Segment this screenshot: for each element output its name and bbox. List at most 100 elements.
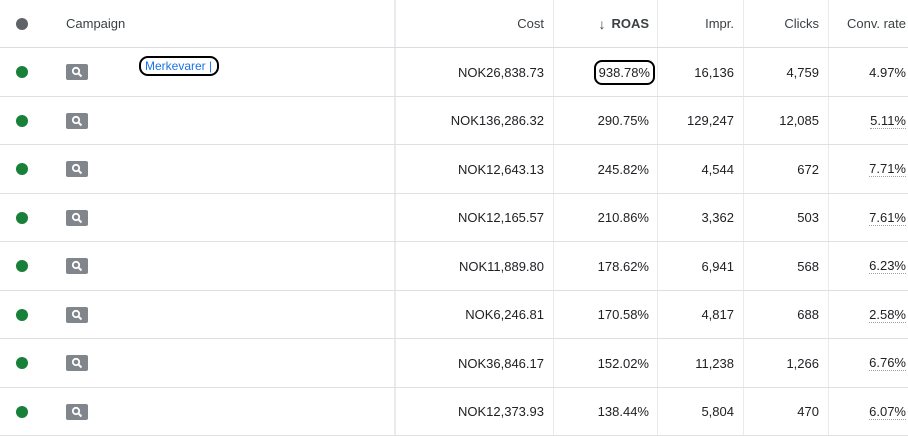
status-cell[interactable] xyxy=(0,388,43,435)
table-row[interactable]: NOK12,643.13 245.82% 4,544 672 7.71% xyxy=(0,145,908,194)
arrow-down-icon: ↓ xyxy=(598,15,606,32)
conv-rate-column-header[interactable]: Conv. rate xyxy=(846,16,906,31)
search-campaign-icon xyxy=(66,355,88,371)
enabled-status-icon[interactable] xyxy=(15,211,28,224)
campaign-cell[interactable] xyxy=(43,291,396,338)
search-campaign-icon xyxy=(66,64,88,80)
cost-cell: NOK36,846.17 xyxy=(396,339,554,387)
roas-value: 938.78% xyxy=(593,59,655,85)
conv-rate-cell: 6.07% xyxy=(829,388,908,435)
conv-rate-cell: 2.58% xyxy=(829,291,908,338)
roas-value: 290.75% xyxy=(597,113,649,128)
clicks-cell: 672 xyxy=(744,145,829,193)
roas-cell: 290.75% xyxy=(554,97,658,144)
table-row[interactable]: NOK12,373.93 138.44% 5,804 470 6.07% xyxy=(0,388,908,436)
clicks-cell: 568 xyxy=(744,242,829,290)
clicks-column-header[interactable]: Clicks xyxy=(744,0,829,47)
roas-cell: 245.82% xyxy=(554,145,658,193)
status-cell[interactable] xyxy=(0,97,43,144)
cost-cell: NOK12,643.13 xyxy=(396,145,554,193)
campaign-cell[interactable] xyxy=(43,97,396,144)
search-campaign-icon xyxy=(66,258,88,274)
table-row[interactable]: NOK6,246.81 170.58% 4,817 688 2.58% xyxy=(0,291,908,339)
enabled-status-icon[interactable] xyxy=(15,308,28,321)
enabled-status-icon[interactable] xyxy=(15,405,28,418)
impr-cell: 4,544 xyxy=(658,145,744,193)
enabled-status-icon[interactable] xyxy=(15,357,28,369)
campaign-cell[interactable] xyxy=(43,194,396,241)
conv-rate-value[interactable]: 2.58% xyxy=(869,306,906,323)
impr-cell: 5,804 xyxy=(658,388,744,435)
status-cell[interactable] xyxy=(0,291,43,338)
conv-rate-value[interactable]: 6.23% xyxy=(869,258,906,274)
table-row[interactable]: Merkevarer | NOK26,838.73 938.78% 16,136 4,7… xyxy=(0,48,908,97)
conv-rate-value[interactable]: 7.61% xyxy=(869,209,906,226)
roas-cell: 138.44% xyxy=(554,388,658,435)
roas-cell: 152.02% xyxy=(554,339,658,387)
roas-cell: 210.86% xyxy=(554,194,658,241)
roas-value: 170.58% xyxy=(597,307,649,322)
table-row[interactable]: NOK136,286.32 290.75% 129,247 12,085 5.11% xyxy=(0,97,908,145)
campaign-column-header[interactable]: Campaign xyxy=(43,0,396,47)
campaign-cell[interactable]: Merkevarer | xyxy=(43,48,396,96)
status-icon xyxy=(15,17,28,30)
enabled-status-icon[interactable] xyxy=(15,260,28,272)
enabled-status-icon[interactable] xyxy=(15,66,28,78)
roas-value: 210.86% xyxy=(597,210,649,225)
clicks-cell: 688 xyxy=(744,291,829,338)
roas-value: 152.02% xyxy=(597,355,649,371)
roas-header-label: ROAS xyxy=(611,16,649,31)
clicks-cell: 4,759 xyxy=(744,48,829,96)
cost-cell: NOK26,838.73 xyxy=(396,48,554,96)
clicks-cell: 12,085 xyxy=(744,97,829,144)
status-column-header[interactable] xyxy=(0,0,43,47)
table-row[interactable]: NOK11,889.80 178.62% 6,941 568 6.23% xyxy=(0,242,908,291)
campaign-name-link[interactable]: Merkevarer | xyxy=(139,56,220,76)
impr-cell: 3,362 xyxy=(658,194,744,241)
impr-cell: 16,136 xyxy=(658,48,744,96)
roas-column-header[interactable]: ↓ ROAS xyxy=(554,0,658,47)
table-row[interactable]: NOK12,165.57 210.86% 3,362 503 7.61% xyxy=(0,194,908,242)
cost-cell: NOK11,889.80 xyxy=(396,242,554,290)
campaign-cell[interactable] xyxy=(43,339,396,387)
status-cell[interactable] xyxy=(0,339,43,387)
conv-rate-value[interactable]: 7.71% xyxy=(869,161,906,177)
clicks-cell: 470 xyxy=(744,388,829,435)
conv-rate-value[interactable]: 6.07% xyxy=(869,403,906,420)
clicks-cell: 503 xyxy=(744,194,829,241)
conv-rate-cell: 6.23% xyxy=(829,242,908,290)
conv-rate-cell: 7.61% xyxy=(829,194,908,241)
status-cell[interactable] xyxy=(0,194,43,241)
conv-rate-value[interactable]: 6.76% xyxy=(869,355,906,371)
conv-rate-cell: 4.97% xyxy=(829,48,908,96)
roas-value: 138.44% xyxy=(597,404,649,419)
status-cell[interactable] xyxy=(0,145,43,193)
campaign-cell[interactable] xyxy=(43,388,396,435)
cost-cell: NOK6,246.81 xyxy=(396,291,554,338)
conv-rate-cell: 5.11% xyxy=(829,97,908,144)
enabled-status-icon[interactable] xyxy=(15,114,28,127)
campaign-cell[interactable] xyxy=(43,242,396,290)
search-campaign-icon xyxy=(66,161,88,177)
cost-column-header[interactable]: Cost xyxy=(396,0,554,47)
cost-cell: NOK136,286.32 xyxy=(396,97,554,144)
impr-cell: 11,238 xyxy=(658,339,744,387)
conv-rate-value[interactable]: 4.97% xyxy=(869,64,906,80)
impr-column-header[interactable]: Impr. xyxy=(658,0,744,47)
campaign-cell[interactable] xyxy=(43,145,396,193)
status-cell[interactable] xyxy=(0,48,43,96)
conv-rate-cell: 6.76% xyxy=(829,339,908,387)
table-row[interactable]: NOK36,846.17 152.02% 11,238 1,266 6.76% xyxy=(0,339,908,388)
status-cell[interactable] xyxy=(0,242,43,290)
cost-cell: NOK12,373.93 xyxy=(396,388,554,435)
search-campaign-icon xyxy=(66,403,88,420)
enabled-status-icon[interactable] xyxy=(15,163,28,175)
search-campaign-icon xyxy=(66,112,88,129)
roas-cell: 170.58% xyxy=(554,291,658,338)
conv-rate-value[interactable]: 5.11% xyxy=(870,112,906,129)
impr-cell: 129,247 xyxy=(658,97,744,144)
roas-cell: 178.62% xyxy=(554,242,658,290)
impr-cell: 6,941 xyxy=(658,242,744,290)
table-header: Campaign Cost ↓ ROAS Impr. Clicks Conv. … xyxy=(0,0,908,48)
